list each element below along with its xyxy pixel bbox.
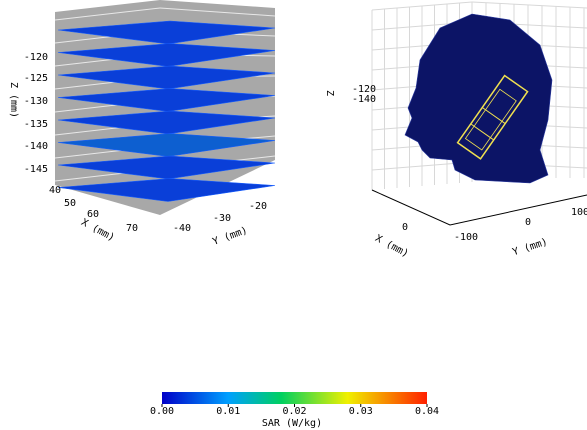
sar-plane bbox=[57, 178, 276, 202]
axis-frame bbox=[371, 189, 587, 226]
z-tick-label: -140 bbox=[24, 141, 48, 152]
colorbar: 0.00 0.01 0.02 0.03 0.04 SAR (W/kg) bbox=[150, 392, 439, 429]
sar-plane bbox=[57, 20, 276, 45]
colorbar-tick-label: 0.01 bbox=[216, 406, 240, 417]
z-tick-label: -135 bbox=[24, 119, 48, 130]
colorbar-tick-label: 0.04 bbox=[415, 406, 439, 417]
left-plot: Z (mm) -120 -125 -130 -135 -140 -145 X (mm) Y… bbox=[8, 0, 276, 248]
sar-plane bbox=[57, 110, 276, 135]
y-tick-label: -20 bbox=[249, 201, 267, 212]
x-axis-label: X (mm) bbox=[373, 233, 410, 260]
sar-plane bbox=[57, 155, 276, 180]
z-tick-label: -120 bbox=[352, 84, 376, 95]
y-tick-label: -100 bbox=[454, 232, 478, 243]
colorbar-label: SAR (W/kg) bbox=[262, 418, 322, 429]
x-tick-label: 50 bbox=[64, 198, 76, 209]
colorbar-tick-label: 0.03 bbox=[349, 406, 373, 417]
z-tick-label: -145 bbox=[24, 164, 48, 175]
sar-plane bbox=[57, 88, 276, 112]
y-tick-label: -30 bbox=[213, 213, 231, 224]
y-tick-label: -40 bbox=[173, 223, 191, 234]
x-tick-label: 70 bbox=[126, 223, 138, 234]
z-tick-label: -130 bbox=[24, 96, 48, 107]
phone-model bbox=[456, 74, 529, 160]
y-tick-label: 0 bbox=[525, 217, 531, 228]
colorbar-scale bbox=[162, 392, 427, 404]
sar-plane bbox=[57, 65, 276, 90]
z-axis-label: Z bbox=[324, 90, 335, 96]
right-plot: Z -120 -140 X (mm) 0 -100 0 100 Y (mm) bbox=[324, 1, 587, 260]
x-tick-label: 40 bbox=[49, 185, 61, 196]
x-tick-label: 0 bbox=[402, 222, 408, 233]
grid-line bbox=[471, 1, 587, 9]
y-tick-label: 100 bbox=[571, 207, 587, 218]
colorbar-tick-label: 0.00 bbox=[150, 406, 174, 417]
grid-line bbox=[54, 7, 161, 21]
colorbar-tick-label: 0.02 bbox=[282, 406, 306, 417]
z-tick-label: -120 bbox=[24, 52, 48, 63]
sar-plane bbox=[57, 43, 276, 67]
x-axis-label: X (mm) bbox=[79, 217, 116, 244]
sar-plane bbox=[57, 133, 276, 157]
y-axis-label: Y (mm) bbox=[511, 237, 549, 259]
z-axis-label: Z (mm) bbox=[8, 82, 19, 118]
x-tick-label: 60 bbox=[87, 209, 99, 220]
z-tick-label: -140 bbox=[352, 94, 376, 105]
head-model bbox=[404, 13, 553, 184]
z-tick-label: -125 bbox=[24, 73, 48, 84]
y-axis-label: Y (mm) bbox=[211, 225, 249, 248]
grid-line bbox=[159, 7, 276, 17]
